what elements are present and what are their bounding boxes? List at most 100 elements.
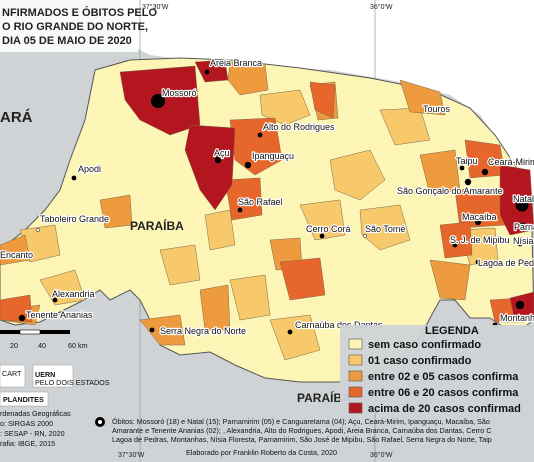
marker-alexandria xyxy=(52,297,58,303)
legend-swatch-over-twenty xyxy=(348,402,363,414)
city-label: Tenente Ananias xyxy=(26,310,93,320)
municipality-two-five xyxy=(199,284,231,331)
city-label: Ipanguaçu xyxy=(252,151,294,161)
state-label-paraiba: PARAÍBA xyxy=(130,218,184,233)
municipality-one-case xyxy=(379,107,431,146)
marker-cerro-cora xyxy=(319,233,325,239)
state-label-paraiba-bottom: PARAÍBA xyxy=(297,390,351,405)
city-label: Montanhas xyxy=(500,313,534,323)
marker-taboleiro xyxy=(36,228,40,232)
municipality-six-twenty xyxy=(224,177,263,221)
city-label: São Tomé xyxy=(365,224,405,234)
legend-label: acima de 20 casos confirmad xyxy=(368,403,521,415)
municipality-one-case xyxy=(229,274,271,321)
obitos-line-1: Óbitos: Mossoró (18) e Natal (15); Parna… xyxy=(112,417,490,426)
municipalities xyxy=(0,59,534,361)
scale-label-40: 40 xyxy=(38,341,46,350)
city-label: Taipu xyxy=(456,156,478,166)
city-label: Açu xyxy=(214,148,230,158)
marker-tenente-ananias xyxy=(18,314,26,322)
municipality-one-case xyxy=(259,89,311,126)
municipality-two-five xyxy=(139,314,186,346)
city-label: Lagoa de Pedras xyxy=(478,258,534,268)
legend-label: entre 02 e 05 casos confirma xyxy=(368,371,519,383)
legend-label: entre 06 e 20 casos confirma xyxy=(368,387,519,399)
marker-nisia-floresta xyxy=(517,241,523,247)
city-label: Areia Branca xyxy=(210,58,262,68)
legend-label: sem caso confirmado xyxy=(368,339,481,351)
marker-natal xyxy=(515,198,529,212)
scale-label-60: 60 km xyxy=(68,341,88,350)
marker-sao-goncalo xyxy=(464,178,472,186)
marker-sao-tome xyxy=(363,234,367,238)
municipality-two-five xyxy=(227,61,269,96)
marker-encanto xyxy=(3,250,7,254)
municipality-one-case xyxy=(39,269,86,306)
marker-acu xyxy=(214,156,222,164)
city-label: Apodi xyxy=(78,164,101,174)
credit-text: Elaborado por Franklin Roberto da Costa,… xyxy=(186,448,337,457)
title-line-2: O RIO GRANDE DO NORTE, xyxy=(2,21,148,33)
municipality-one-case xyxy=(299,199,346,241)
scale-label-20: 20 xyxy=(10,341,18,350)
municipality-six-twenty xyxy=(309,81,336,119)
marker-alto-rodrigues xyxy=(257,132,263,138)
municipality-six-twenty xyxy=(0,294,33,323)
marker-canguaretama xyxy=(515,300,525,310)
coord-top-mid: 37°30'W xyxy=(142,3,169,11)
municipality-two-five xyxy=(399,79,446,116)
city-label: Serra Negra do Norte xyxy=(160,326,246,336)
city-label: Nísia Floresta xyxy=(513,236,534,246)
legend-box xyxy=(340,325,534,413)
title-line-3: DIA 05 DE MAIO DE 2020 xyxy=(2,35,132,47)
city-label: São Rafael xyxy=(238,197,283,207)
title-box xyxy=(0,0,138,52)
municipality-two-five xyxy=(429,259,471,301)
marker-ceara-mirim xyxy=(481,168,489,176)
marker-lagoa-pedras xyxy=(475,259,481,265)
marker-sj-mipibu xyxy=(452,242,458,248)
coord-top-right: 36°0'W xyxy=(370,3,393,11)
municipality-one-case xyxy=(359,204,411,251)
city-label: Alexandria xyxy=(52,289,95,299)
info-line-3: : SESAP - RN, 2020 xyxy=(0,429,65,438)
title-line-1: NFIRMADOS E ÓBITOS PELO xyxy=(2,6,157,19)
city-label: Alto do Rodrigues xyxy=(263,122,335,132)
municipality-one-case xyxy=(329,149,386,201)
city-label: Touros xyxy=(423,104,451,114)
marker-parnamirim xyxy=(518,222,528,232)
legend-title: LEGENDA xyxy=(425,325,479,337)
city-label: S. J. de Mipibu xyxy=(450,235,510,245)
state-label-ceara: ARÁ xyxy=(0,109,33,126)
municipality-two-five xyxy=(99,194,133,229)
scale-bar: 20 40 60 km xyxy=(0,329,88,350)
city-label: Macaíba xyxy=(462,212,497,222)
legend-swatch-none xyxy=(348,338,363,350)
city-label: Ceará-Mirim xyxy=(488,157,534,167)
sea-area xyxy=(120,0,534,200)
municipality-six-twenty xyxy=(279,257,326,301)
uern-logo-sub: PELO DOIS ESTADOS xyxy=(35,378,110,387)
municipality-six-twenty xyxy=(439,221,473,259)
death-markers xyxy=(18,69,529,335)
legend-swatch-two-five xyxy=(348,370,363,382)
cart-logo-text: CART xyxy=(2,369,22,378)
obitos-line-3: Lagoa de Pedras, Montanhas, Nísia Flores… xyxy=(112,435,492,444)
coord-bottom-mid: 37°30'W xyxy=(118,451,145,459)
marker-ipanguacu xyxy=(244,161,252,169)
uern-logo-text: UERN xyxy=(35,370,55,379)
marker-apodi xyxy=(71,175,77,181)
marker-carnauba xyxy=(287,329,293,335)
coord-bottom-right: 36°0'W xyxy=(370,451,393,459)
marker-mossoro xyxy=(151,94,165,108)
municipality-one-case xyxy=(269,314,321,361)
municipality-one-case xyxy=(159,244,201,286)
case-markers xyxy=(3,106,442,254)
marker-sao-rafael xyxy=(237,207,243,213)
city-label: Encanto xyxy=(0,250,33,260)
marker-serra-negra xyxy=(149,327,155,333)
municipality-over-twenty xyxy=(194,59,229,83)
legend: LEGENDA sem caso confirmado 01 caso conf… xyxy=(340,325,534,415)
